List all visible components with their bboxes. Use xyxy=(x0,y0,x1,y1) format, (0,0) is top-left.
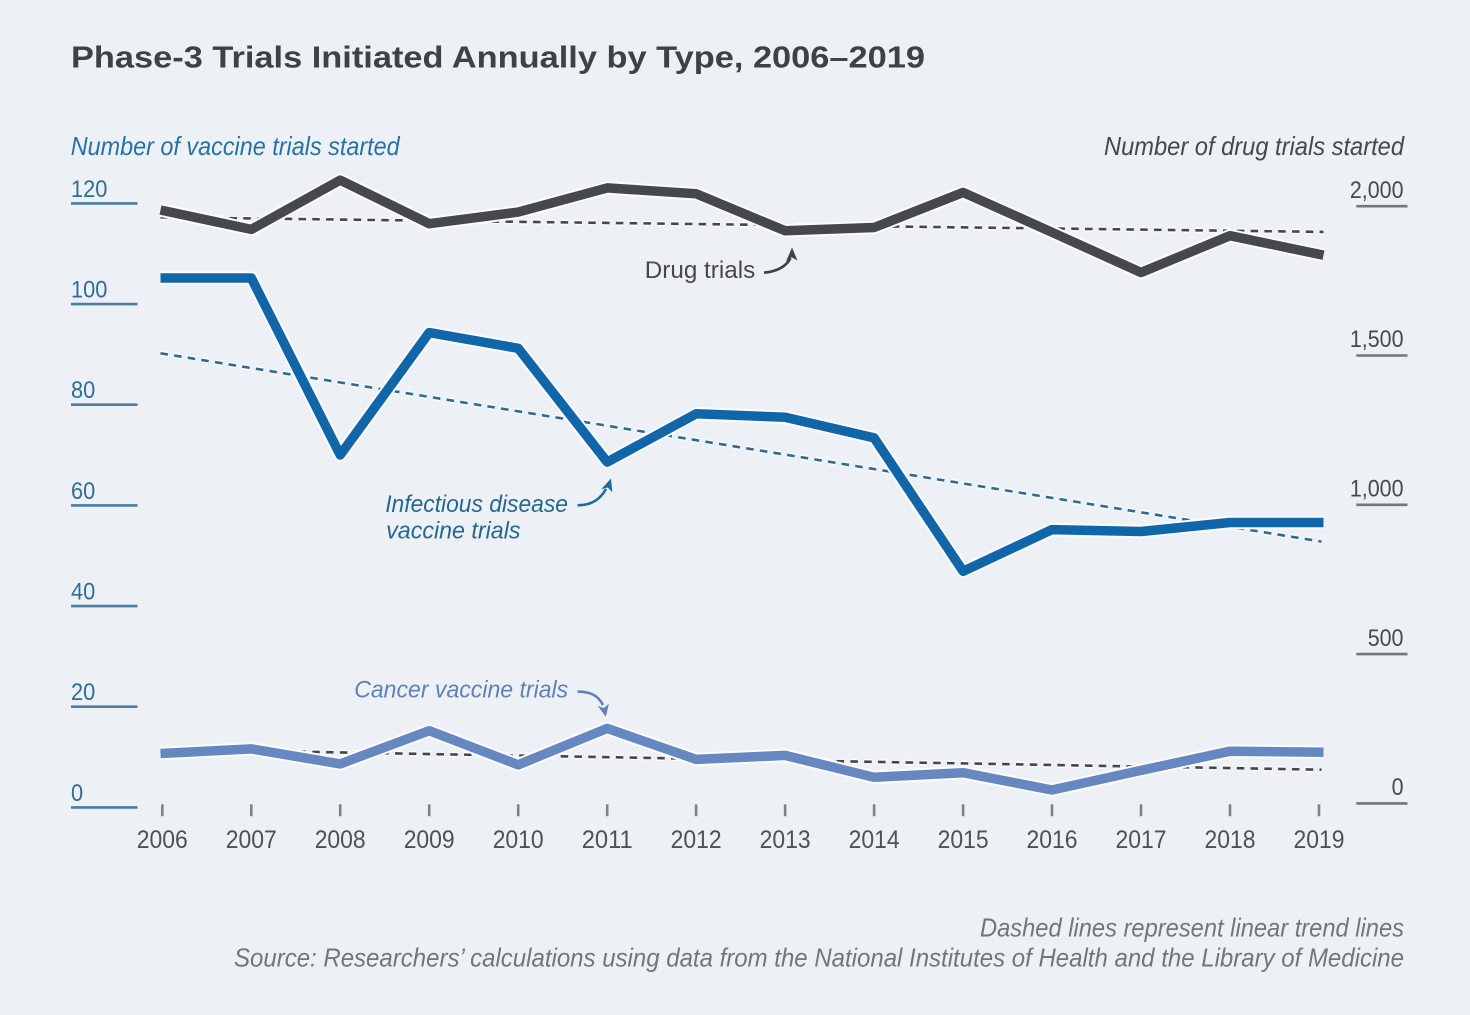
svg-text:1,000: 1,000 xyxy=(1350,476,1404,503)
svg-text:0: 0 xyxy=(1392,774,1404,801)
svg-text:Infectious disease: Infectious disease xyxy=(385,491,568,518)
svg-text:1,500: 1,500 xyxy=(1350,326,1404,353)
svg-text:Dashed lines represent linear: Dashed lines represent linear trend line… xyxy=(980,913,1404,943)
svg-text:2014: 2014 xyxy=(849,826,900,854)
svg-text:2018: 2018 xyxy=(1205,826,1256,854)
svg-text:2011: 2011 xyxy=(582,826,633,854)
svg-text:Number of vaccine trials start: Number of vaccine trials started xyxy=(71,131,401,161)
svg-text:100: 100 xyxy=(71,277,107,304)
svg-text:vaccine trials: vaccine trials xyxy=(386,518,520,545)
svg-text:2012: 2012 xyxy=(671,826,722,854)
svg-text:40: 40 xyxy=(71,579,95,606)
svg-text:Phase-3 Trials Initiated Annua: Phase-3 Trials Initiated Annually by Typ… xyxy=(71,40,925,75)
svg-text:Number of drug trials started: Number of drug trials started xyxy=(1104,131,1405,161)
svg-text:2009: 2009 xyxy=(404,826,455,854)
svg-text:120: 120 xyxy=(71,176,107,203)
svg-text:20: 20 xyxy=(71,679,95,706)
svg-text:2016: 2016 xyxy=(1027,826,1078,854)
svg-text:2017: 2017 xyxy=(1116,826,1167,854)
svg-text:80: 80 xyxy=(71,377,95,404)
svg-text:60: 60 xyxy=(71,478,95,505)
svg-text:2,000: 2,000 xyxy=(1350,177,1404,204)
svg-text:2007: 2007 xyxy=(226,826,277,854)
svg-text:2019: 2019 xyxy=(1294,826,1345,854)
svg-text:2008: 2008 xyxy=(315,826,366,854)
svg-text:2013: 2013 xyxy=(760,826,811,854)
svg-text:Cancer vaccine trials: Cancer vaccine trials xyxy=(354,677,568,704)
svg-text:500: 500 xyxy=(1368,625,1404,652)
svg-text:2015: 2015 xyxy=(938,826,989,854)
svg-text:Source: Researchers’ calculati: Source: Researchers’ calculations using … xyxy=(234,943,1404,973)
svg-text:Drug trials: Drug trials xyxy=(645,257,755,284)
svg-text:2006: 2006 xyxy=(137,826,188,854)
svg-text:2010: 2010 xyxy=(493,826,544,854)
svg-text:0: 0 xyxy=(71,780,83,807)
